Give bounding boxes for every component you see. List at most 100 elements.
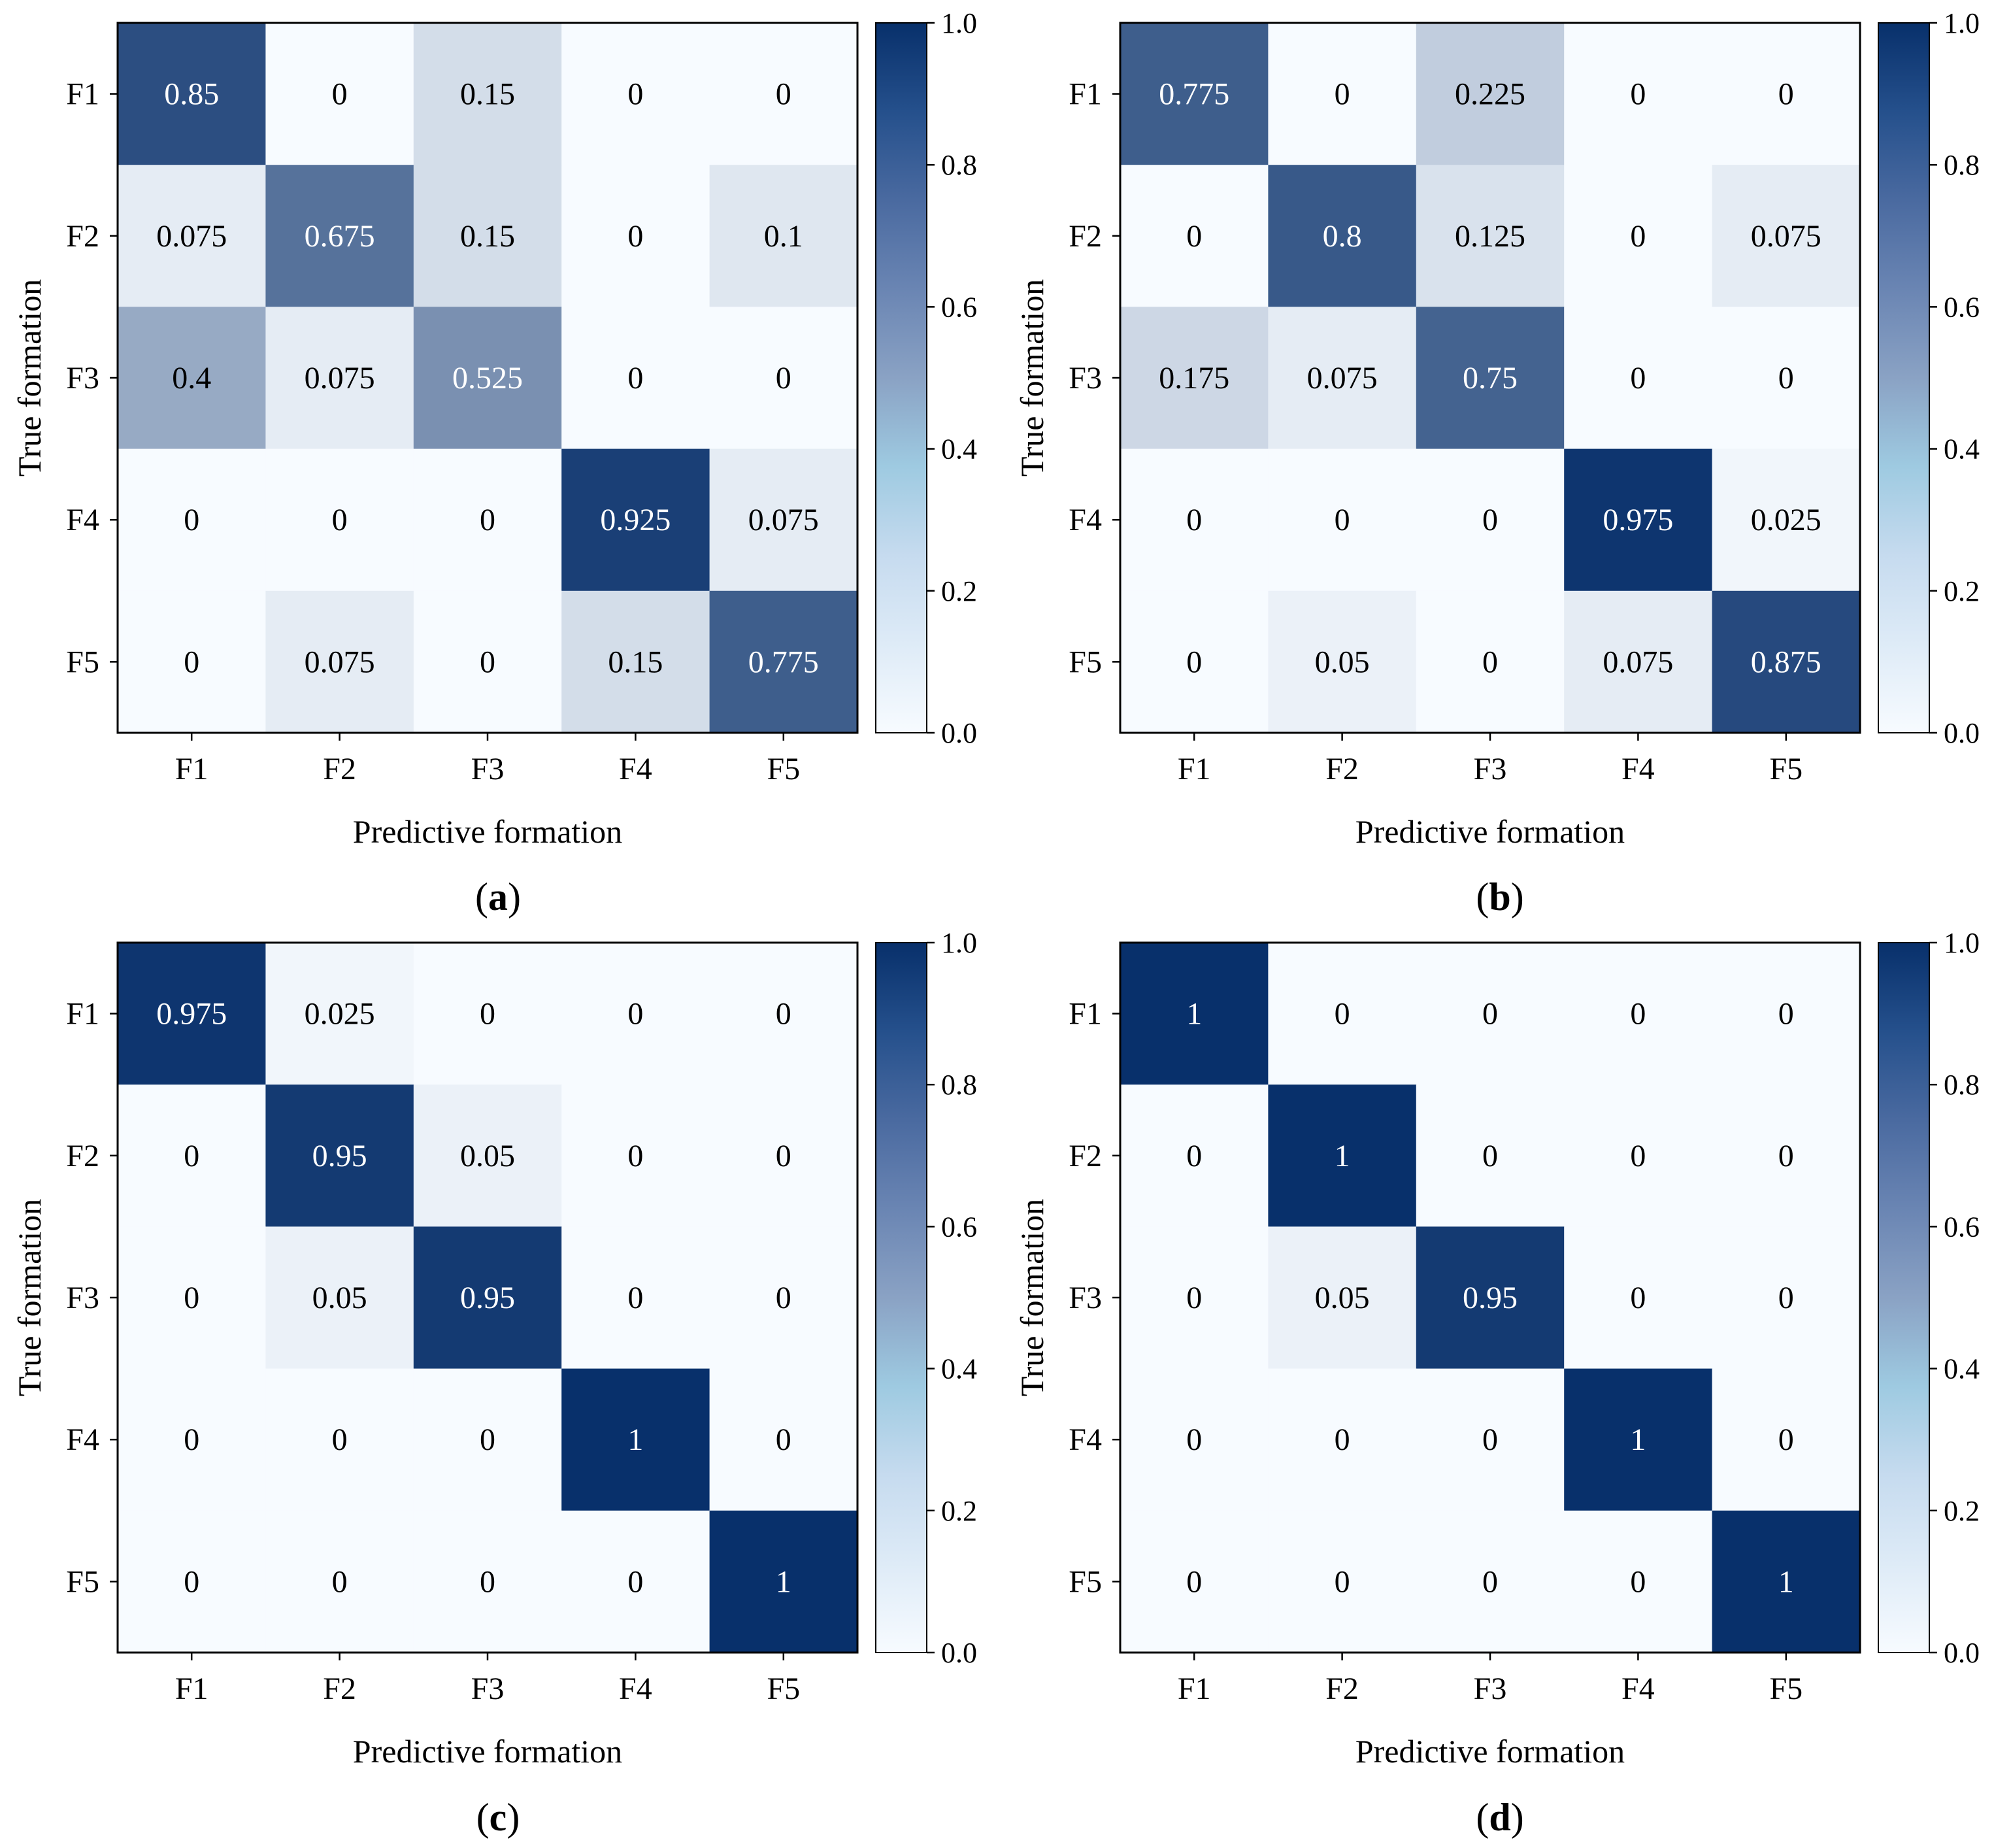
cell-r2-c5 xyxy=(709,165,858,307)
cell-value-r1-c4: 0 xyxy=(1630,997,1646,1032)
cell-value-r1-c5: 0 xyxy=(776,997,791,1032)
cell-r4-c1 xyxy=(118,448,266,592)
cell-r4-c5 xyxy=(1712,448,1861,592)
cell-value-r4-c2: 0 xyxy=(1335,503,1350,537)
colorbar-tick-label: 0.4 xyxy=(941,433,977,465)
cell-value-r1-c5: 0 xyxy=(776,77,791,112)
colorbar-tick-label: 0.4 xyxy=(1944,433,1980,465)
cell-value-r2-c3: 0.05 xyxy=(460,1139,515,1173)
x-axis-label: Predictive formation xyxy=(353,813,622,850)
cell-value-r5-c3: 0 xyxy=(480,645,495,679)
x-tick-label: F5 xyxy=(1769,1672,1803,1706)
cell-value-r2-c5: 0.1 xyxy=(764,219,803,254)
cell-r1-c3 xyxy=(1416,943,1565,1085)
cell-r4-c4 xyxy=(561,448,710,592)
cell-r3-c5 xyxy=(1712,307,1861,450)
y-tick-label: F2 xyxy=(1069,1139,1102,1173)
cell-value-r5-c5: 1 xyxy=(776,1564,791,1599)
cell-value-r5-c1: 0 xyxy=(1186,645,1202,679)
y-axis-label: True formation xyxy=(11,1199,48,1396)
cell-r5-c4 xyxy=(1564,1510,1713,1653)
cell-r5-c2 xyxy=(265,1510,414,1653)
cell-r5-c1 xyxy=(1120,590,1269,733)
cell-value-r3-c4: 0 xyxy=(1630,361,1646,395)
cell-r2-c4 xyxy=(1564,165,1713,307)
cell-value-r5-c3: 0 xyxy=(480,1564,495,1599)
cell-r4-c4 xyxy=(561,1368,710,1511)
colorbar xyxy=(875,942,927,1653)
cell-r4-c2 xyxy=(265,1368,414,1511)
y-tick-label: F5 xyxy=(66,645,99,679)
colorbar-tick-label: 1.0 xyxy=(1944,927,1980,959)
colorbar-tick-label: 0.0 xyxy=(941,1637,977,1669)
x-tick-label: F2 xyxy=(1325,1672,1359,1706)
x-tick-label: F1 xyxy=(1178,752,1211,786)
colorbar-tick-label: 0.2 xyxy=(941,575,977,607)
cell-r3-c2 xyxy=(265,307,414,450)
cell-value-r4-c3: 0 xyxy=(1482,503,1498,537)
x-axis-label: Predictive formation xyxy=(353,1733,622,1770)
cell-value-r4-c5: 0.025 xyxy=(1751,503,1821,537)
cell-value-r1-c1: 0.85 xyxy=(164,77,219,112)
cell-value-r4-c3: 0 xyxy=(480,1422,495,1457)
cell-r5-c4 xyxy=(1564,590,1713,733)
cell-r1-c4 xyxy=(1564,943,1713,1085)
cell-r2-c2 xyxy=(265,165,414,307)
cell-r4-c5 xyxy=(1712,1368,1861,1511)
y-tick-label: F4 xyxy=(66,1422,99,1457)
cell-r2-c3 xyxy=(1416,1084,1565,1227)
cell-r4-c1 xyxy=(1120,448,1269,592)
cell-r1-c5 xyxy=(709,943,858,1085)
cell-r1-c3 xyxy=(413,23,562,165)
colorbar xyxy=(1878,942,1930,1653)
cell-value-r5-c2: 0 xyxy=(1335,1564,1350,1599)
cell-value-r5-c5: 0.775 xyxy=(748,645,819,679)
colorbar-tick-label: 0.6 xyxy=(1944,1211,1980,1243)
cell-value-r2-c3: 0.15 xyxy=(460,219,515,254)
cell-value-r3-c2: 0.075 xyxy=(1307,361,1378,395)
cell-r4-c2 xyxy=(1268,448,1417,592)
cell-value-r5-c4: 0 xyxy=(627,1564,643,1599)
cell-value-r3-c5: 0 xyxy=(1778,361,1794,395)
cell-value-r4-c3: 0 xyxy=(480,503,495,537)
cell-r1-c1 xyxy=(118,943,266,1085)
x-tick-label: F1 xyxy=(1178,1672,1211,1706)
y-tick-label: F1 xyxy=(1069,997,1102,1032)
cell-value-r4-c2: 0 xyxy=(332,1422,348,1457)
cell-r2-c4 xyxy=(561,1084,710,1227)
cell-value-r1-c2: 0 xyxy=(332,77,348,112)
cell-value-r3-c2: 0.075 xyxy=(305,361,375,395)
cell-r3-c2 xyxy=(1268,1226,1417,1369)
cell-value-r5-c2: 0.05 xyxy=(1315,645,1370,679)
cell-value-r1-c3: 0.225 xyxy=(1455,77,1525,112)
cell-value-r1-c3: 0 xyxy=(480,997,495,1032)
cell-r5-c3 xyxy=(1416,1510,1565,1653)
cell-r2-c3 xyxy=(413,165,562,307)
cell-value-r2-c1: 0.075 xyxy=(156,219,227,254)
cell-value-r1-c2: 0.025 xyxy=(305,997,375,1032)
colorbar-tick-label: 0.2 xyxy=(941,1495,977,1527)
cell-r3-c4 xyxy=(1564,307,1713,450)
cell-r5-c2 xyxy=(1268,590,1417,733)
cell-value-r5-c5: 1 xyxy=(1778,1564,1794,1599)
y-tick-label: F4 xyxy=(66,503,99,537)
cell-r4-c1 xyxy=(118,1368,266,1511)
cell-value-r1-c1: 1 xyxy=(1186,997,1202,1032)
x-tick-label: F3 xyxy=(471,1672,505,1706)
cell-value-r2-c1: 0 xyxy=(184,1139,199,1173)
cell-r1-c2 xyxy=(265,943,414,1085)
y-tick-label: F2 xyxy=(66,219,99,254)
cell-r3-c3 xyxy=(413,307,562,450)
cell-value-r5-c3: 0 xyxy=(1482,645,1498,679)
cell-value-r3-c3: 0.95 xyxy=(460,1281,515,1315)
cell-r2-c4 xyxy=(561,165,710,307)
cell-value-r3-c3: 0.75 xyxy=(1463,361,1518,395)
cell-r5-c5 xyxy=(709,1510,858,1653)
x-tick-label: F1 xyxy=(175,1672,208,1706)
cell-r1-c2 xyxy=(265,23,414,165)
cell-r5-c3 xyxy=(413,590,562,733)
cell-value-r3-c1: 0 xyxy=(184,1281,199,1315)
cell-r4-c3 xyxy=(1416,1368,1565,1511)
cell-r3-c2 xyxy=(1268,307,1417,450)
cell-value-r5-c4: 0.15 xyxy=(608,645,663,679)
